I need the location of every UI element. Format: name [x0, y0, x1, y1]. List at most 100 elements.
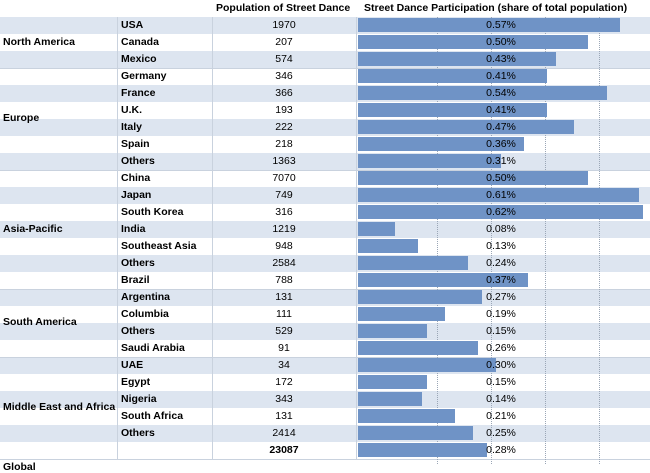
- participation-data-label: 0.26%: [486, 342, 516, 354]
- country-label: UAE: [121, 359, 144, 371]
- region-label: Middle East and Africa: [3, 401, 116, 413]
- country-label: China: [121, 172, 151, 184]
- country-label: Saudi Arabia: [121, 342, 185, 354]
- participation-bar: [358, 324, 427, 338]
- row-band: [0, 391, 650, 408]
- participation-bar: [358, 409, 455, 423]
- participation-data-label: 0.08%: [486, 223, 516, 235]
- country-label: Mexico: [121, 53, 157, 65]
- row-band: [0, 323, 650, 340]
- population-value: 1363: [272, 155, 296, 167]
- participation-bar: [358, 86, 607, 100]
- participation-data-label: 0.27%: [486, 291, 516, 303]
- participation-bar: [358, 120, 574, 134]
- participation-bar: [358, 222, 395, 236]
- participation-data-label: 0.47%: [486, 121, 516, 133]
- country-label: France: [121, 87, 156, 99]
- country-label: Canada: [121, 36, 159, 48]
- population-value: 218: [275, 138, 293, 150]
- header-population: Population of Street Dance: [216, 2, 351, 14]
- participation-bar: [358, 443, 487, 457]
- population-value: 788: [275, 274, 293, 286]
- participation-bar: [358, 205, 643, 219]
- population-value: 91: [278, 342, 290, 354]
- country-label: Egypt: [121, 376, 151, 388]
- participation-bar: [358, 358, 496, 372]
- participation-bar: [358, 154, 501, 168]
- region-separator: [0, 357, 650, 358]
- participation-bar: [358, 341, 478, 355]
- participation-data-label: 0.41%: [486, 70, 516, 82]
- participation-data-label: 0.25%: [486, 427, 516, 439]
- region-label: North America: [3, 35, 75, 48]
- country-label: Argentina: [121, 291, 171, 303]
- participation-bar: [358, 52, 556, 66]
- population-value: 34: [278, 359, 290, 371]
- region-label: South America: [3, 316, 77, 328]
- chart-gridline: [599, 17, 600, 464]
- country-label: India: [121, 223, 146, 235]
- population-value: 574: [275, 53, 293, 65]
- participation-bar: [358, 290, 482, 304]
- participation-data-label: 0.50%: [486, 36, 516, 48]
- population-value: 529: [275, 325, 293, 337]
- country-label: Japan: [121, 189, 152, 201]
- row-band: [0, 289, 650, 306]
- chart-gridline: [437, 17, 438, 464]
- population-value: 193: [275, 104, 293, 116]
- population-value: 316: [275, 206, 293, 218]
- chart-gridline: [545, 17, 546, 464]
- participation-data-label: 0.57%: [486, 19, 516, 31]
- participation-bar: [358, 103, 547, 117]
- population-value: 2414: [272, 427, 296, 439]
- participation-data-label: 0.28%: [486, 444, 516, 456]
- population-value: 2584: [272, 257, 296, 269]
- participation-bar: [358, 273, 528, 287]
- participation-data-label: 0.31%: [486, 155, 516, 167]
- participation-bar: [358, 239, 418, 253]
- column-separator: [356, 17, 357, 459]
- participation-data-label: 0.21%: [486, 410, 516, 422]
- country-label: Others: [121, 427, 155, 439]
- population-value: 111: [276, 308, 292, 320]
- country-label: Brazil: [121, 274, 150, 286]
- country-label: Southeast Asia: [121, 240, 197, 252]
- row-band: [0, 255, 650, 272]
- population-value: 207: [275, 36, 293, 48]
- participation-bar: [358, 69, 547, 83]
- country-label: Others: [121, 325, 155, 337]
- population-value: 7070: [272, 172, 296, 184]
- country-label: Others: [121, 155, 155, 167]
- participation-bar: [358, 18, 620, 32]
- participation-data-label: 0.41%: [486, 104, 516, 116]
- participation-bar: [358, 426, 473, 440]
- population-value: 131: [275, 410, 293, 422]
- region-label: Global: [3, 460, 36, 473]
- population-value: 346: [275, 70, 293, 82]
- population-value: 23087: [269, 444, 299, 456]
- population-value: 1219: [272, 223, 296, 235]
- participation-bar: [358, 171, 588, 185]
- participation-bar: [358, 35, 588, 49]
- population-value: 172: [275, 376, 293, 388]
- region-separator: [0, 289, 650, 290]
- participation-data-label: 0.61%: [486, 189, 516, 201]
- participation-data-label: 0.14%: [486, 393, 516, 405]
- participation-data-label: 0.54%: [486, 87, 516, 99]
- country-label: USA: [121, 19, 144, 31]
- row-band: [0, 221, 650, 238]
- participation-data-label: 0.15%: [486, 376, 516, 388]
- country-label: Nigeria: [121, 393, 157, 405]
- participation-data-label: 0.36%: [486, 138, 516, 150]
- population-value: 131: [275, 291, 293, 303]
- population-value: 343: [275, 393, 293, 405]
- country-label: Italy: [121, 121, 143, 133]
- country-label: Germany: [121, 70, 167, 82]
- population-value: 948: [275, 240, 293, 252]
- row-band: [0, 425, 650, 442]
- participation-bar: [358, 188, 639, 202]
- participation-data-label: 0.43%: [486, 53, 516, 65]
- region-label: Asia-Pacific: [3, 222, 63, 235]
- participation-data-label: 0.19%: [486, 308, 516, 320]
